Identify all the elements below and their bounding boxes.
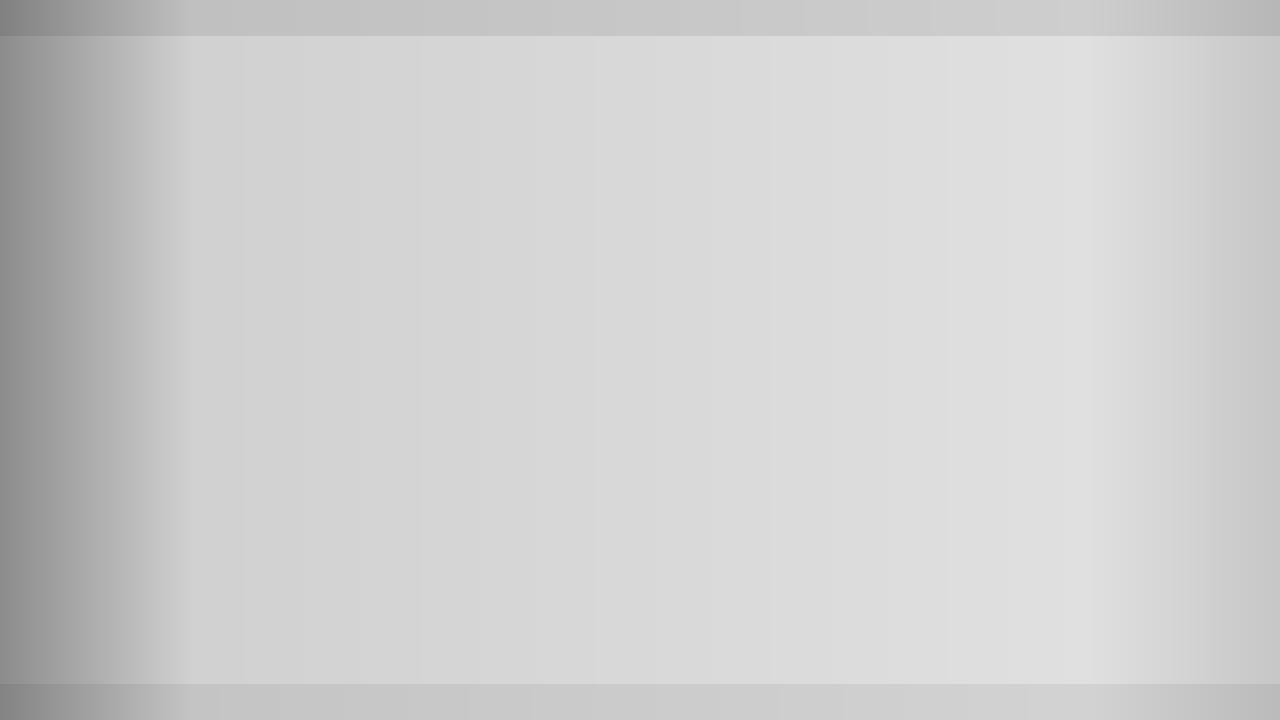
Bar [585,365,594,393]
Circle shape [703,482,708,488]
Text: + 9V: + 9V [659,321,681,330]
Text: C1 - C3  =  1μF/400V: C1 - C3 = 1μF/400V [900,351,988,359]
Text: 22μF: 22μF [695,493,714,502]
Polygon shape [628,143,640,156]
Text: 100k: 100k [558,374,577,384]
Text: D2: D2 [554,181,566,189]
Text: 2N 3906: 2N 3906 [293,148,325,158]
Text: EMP-
Impuls: EMP- Impuls [1196,35,1224,55]
Circle shape [653,122,658,127]
Bar [230,296,239,324]
Text: C T: C T [685,456,698,464]
Text: 120Ω: 120Ω [330,199,351,207]
Text: 0,1μF: 0,1μF [179,53,201,62]
Bar [585,451,594,479]
Circle shape [572,277,577,283]
Text: D1: D1 [630,137,640,145]
Text: Cx
10μF
400V: Cx 10μF 400V [730,177,750,207]
Text: 2N 2907: 2N 2907 [760,410,792,420]
Bar [324,211,356,220]
Text: 2N 2222: 2N 2222 [620,446,652,454]
Text: EMP-Spule
5-15 Wdg. mit 1mmØ CuL: EMP-Spule 5-15 Wdg. mit 1mmØ CuL [881,305,979,325]
Text: 36V: 36V [317,225,333,235]
Circle shape [667,347,673,353]
Text: D1 - D3  =  1N 4005: D1 - D3 = 1N 4005 [900,371,984,379]
Text: 2N 3906: 2N 3906 [293,282,325,292]
Circle shape [588,482,593,488]
Text: C1: C1 [552,130,562,139]
Circle shape [588,347,593,353]
Text: 4×9V: 4×9V [388,235,408,244]
Text: D3: D3 [554,240,566,250]
Text: Relais-
Timer: Relais- Timer [477,395,506,415]
Polygon shape [570,240,581,251]
Circle shape [643,122,648,127]
Text: C3: C3 [650,158,660,168]
Circle shape [468,212,474,217]
Circle shape [717,277,723,283]
Circle shape [667,337,673,343]
Bar [705,365,714,393]
Text: Abb. 24: EMP-Generator mit Relais-Timer: Abb. 24: EMP-Generator mit Relais-Timer [220,667,532,683]
Text: 1k: 1k [726,374,735,384]
Text: A (5V): A (5V) [765,466,791,474]
Text: 5,6k: 5,6k [559,461,576,469]
Text: 1,2k: 1,2k [207,115,223,125]
Text: a: a [808,290,813,299]
Polygon shape [570,179,581,191]
Text: o: o [474,212,479,218]
Circle shape [717,122,723,127]
Text: C2: C2 [650,209,660,217]
Circle shape [643,277,648,283]
Text: L: L [1155,81,1160,89]
Text: 50 mm: 50 mm [1046,68,1075,77]
Bar [230,106,239,134]
Circle shape [572,122,577,127]
Text: Toyo
Minitrafo: Toyo Minitrafo [435,105,472,125]
Circle shape [708,347,713,353]
Text: 1,2k: 1,2k [207,305,223,315]
Text: 0,1μF: 0,1μF [179,368,201,377]
Text: +: + [387,194,393,203]
Circle shape [572,277,577,283]
